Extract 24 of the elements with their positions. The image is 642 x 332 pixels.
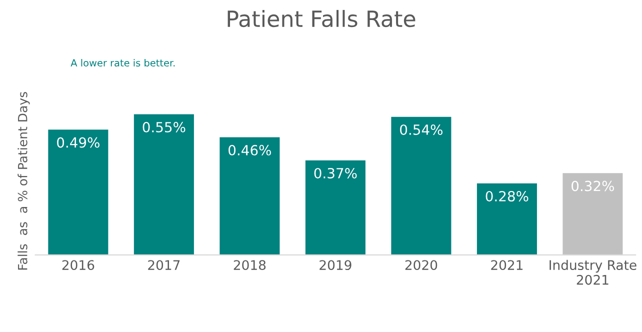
text: A lower rate is better. [70,59,175,67]
x-tick-label: 2020 [405,260,438,270]
x-tick-label: 2019 [320,260,352,270]
data-label: 0.49% [57,137,100,148]
bar [134,114,194,255]
chart-title: Patient Falls Rate [228,10,416,28]
bar [562,173,623,255]
x-tick-label: 2016 [62,260,94,270]
x-tick-label: 2021 [491,260,523,270]
bar [305,160,366,255]
x-tick-label: 2017 [148,260,180,270]
x-tick-label: 2018 [234,260,266,270]
data-label: 0.32% [572,180,614,192]
x-tick-label: Industry Rate 2021 [550,260,636,285]
data-label: 0.28% [486,190,528,202]
data-label: 0.46% [228,144,271,156]
bar [476,183,537,255]
y-axis-title: Falls as a % of Patient Days [18,92,30,270]
data-label: 0.55% [142,122,186,132]
bar [48,130,108,255]
data-label: 0.37% [314,168,357,178]
data-label: 0.54% [400,124,442,135]
bar [220,137,280,255]
bar [391,116,452,255]
